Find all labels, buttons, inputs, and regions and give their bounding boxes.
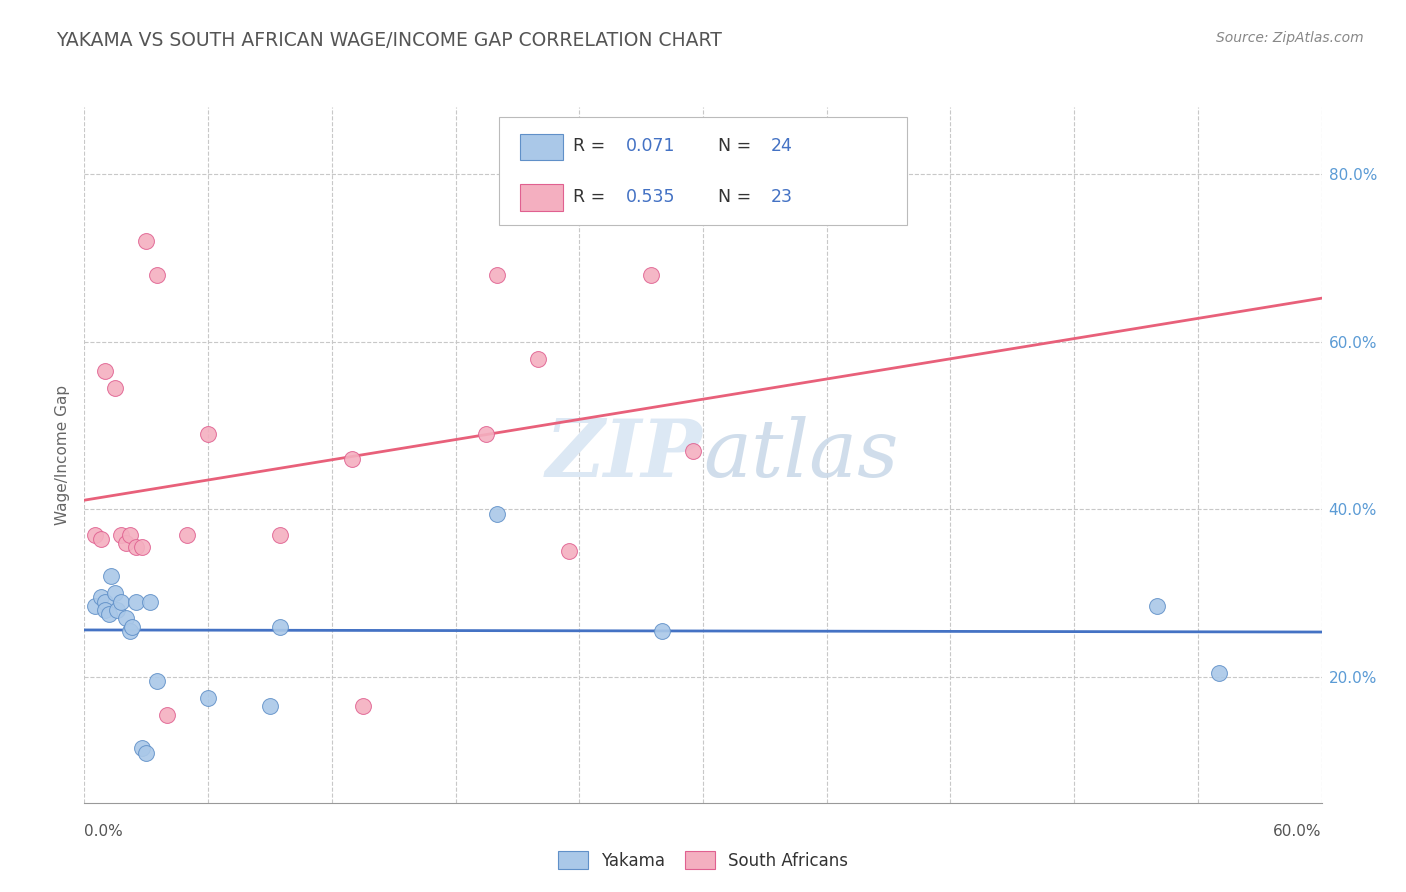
Point <box>139 594 162 608</box>
Point <box>156 707 179 722</box>
Point <box>197 427 219 442</box>
Point <box>110 527 132 541</box>
Point <box>352 699 374 714</box>
Text: R =: R = <box>574 187 610 206</box>
Point <box>98 607 121 622</box>
Point <box>269 527 291 541</box>
Point <box>475 427 498 442</box>
Point <box>197 691 219 706</box>
Point <box>342 452 364 467</box>
Point <box>94 603 117 617</box>
Point <box>176 527 198 541</box>
Point <box>651 624 673 638</box>
Point <box>118 624 141 638</box>
Point <box>135 746 157 760</box>
Point <box>125 540 148 554</box>
Text: YAKAMA VS SOUTH AFRICAN WAGE/INCOME GAP CORRELATION CHART: YAKAMA VS SOUTH AFRICAN WAGE/INCOME GAP … <box>56 31 723 50</box>
Point <box>259 699 281 714</box>
Point <box>145 268 167 282</box>
Point <box>269 620 291 634</box>
Text: N =: N = <box>718 187 756 206</box>
Text: 0.535: 0.535 <box>626 187 676 206</box>
Point <box>485 507 508 521</box>
Point <box>94 594 117 608</box>
FancyBboxPatch shape <box>520 134 564 161</box>
FancyBboxPatch shape <box>499 118 907 226</box>
Point <box>558 544 581 558</box>
Y-axis label: Wage/Income Gap: Wage/Income Gap <box>55 384 70 525</box>
Text: ZIP: ZIP <box>546 417 703 493</box>
Point <box>83 599 105 613</box>
Point <box>83 527 105 541</box>
Text: 0.071: 0.071 <box>626 137 676 155</box>
Text: 24: 24 <box>770 137 793 155</box>
Legend: Yakama, South Africans: Yakama, South Africans <box>550 843 856 878</box>
Point <box>1146 599 1168 613</box>
Text: 0.0%: 0.0% <box>84 823 124 838</box>
Text: R =: R = <box>574 137 610 155</box>
FancyBboxPatch shape <box>520 185 564 211</box>
Text: 60.0%: 60.0% <box>1274 823 1322 838</box>
Point <box>527 351 550 366</box>
Point <box>682 443 704 458</box>
Point <box>131 540 153 554</box>
Point <box>121 620 143 634</box>
Point <box>114 536 136 550</box>
Text: 23: 23 <box>770 187 793 206</box>
Point <box>145 674 167 689</box>
Point <box>131 741 153 756</box>
Point <box>104 586 127 600</box>
Point <box>110 594 132 608</box>
Point <box>94 364 117 378</box>
Point <box>104 381 127 395</box>
Point <box>100 569 122 583</box>
Point <box>114 611 136 625</box>
Point <box>1208 665 1230 680</box>
Point <box>118 527 141 541</box>
Point <box>125 594 148 608</box>
Point <box>135 234 157 248</box>
Point <box>640 268 662 282</box>
Point <box>485 268 508 282</box>
Text: atlas: atlas <box>703 417 898 493</box>
Text: Source: ZipAtlas.com: Source: ZipAtlas.com <box>1216 31 1364 45</box>
Text: N =: N = <box>718 137 756 155</box>
Point <box>90 591 112 605</box>
Point <box>105 603 128 617</box>
Point <box>90 532 112 546</box>
